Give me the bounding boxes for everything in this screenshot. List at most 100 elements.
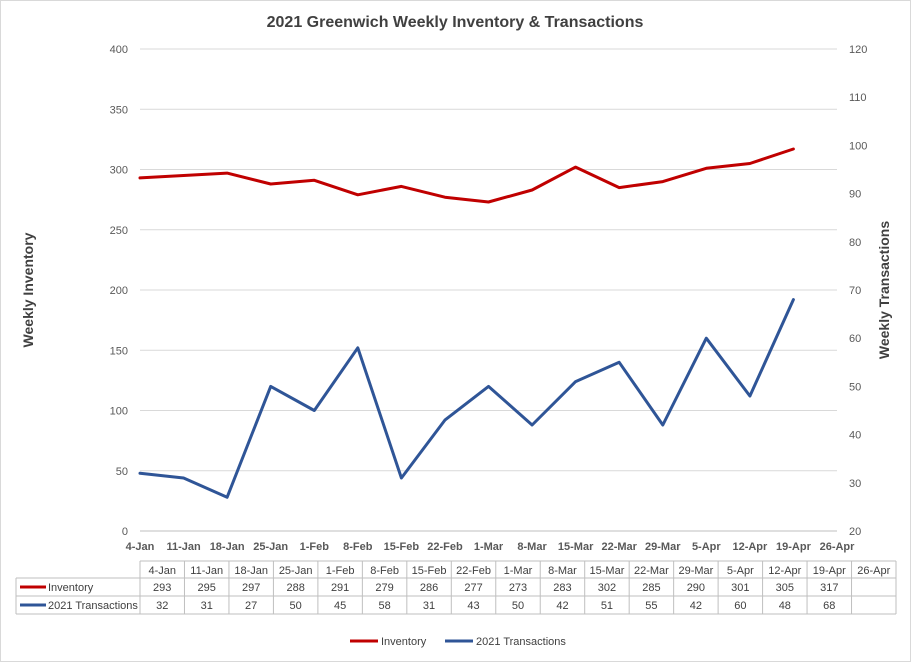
y-axis-right-label: Weekly Transactions	[876, 221, 892, 359]
table-header-cell: 22-Mar	[634, 565, 669, 577]
table-value-cell: 27	[245, 600, 257, 612]
x-axis-ticks: 4-Jan 11-Jan 18-Jan 25-Jan 1-Feb 8-Feb 15-Feb 2…	[126, 541, 856, 553]
x-tick-label: 11-Jan	[166, 541, 201, 553]
series-line-1	[138, 298, 795, 499]
table-value-cell: 60	[734, 600, 746, 612]
y-right-tick-label: 50	[849, 381, 861, 393]
table-value-cell: 290	[687, 582, 705, 594]
table-value-cell: 277	[464, 582, 482, 594]
table-value-cell: 31	[201, 600, 213, 612]
y-left-tick-label: 0	[122, 526, 128, 538]
y-left-tick-label: 250	[110, 225, 128, 237]
table-value-cell: 285	[642, 582, 660, 594]
x-tick-label: 5-Apr	[692, 541, 721, 553]
table-value-cell: 50	[290, 600, 302, 612]
x-tick-label: 26-Apr	[820, 541, 856, 553]
y-left-tick-label: 50	[116, 466, 128, 478]
table-header-cell: 29-Mar	[678, 565, 713, 577]
series-line-0	[138, 147, 795, 204]
y-right-tick-label: 100	[849, 140, 867, 152]
table-header-cell: 11-Jan	[190, 565, 223, 577]
y-right-tick-label: 40	[849, 430, 861, 442]
x-tick-label: 22-Mar	[601, 541, 637, 553]
table-value-cell: 50	[512, 600, 524, 612]
x-tick-label: 22-Feb	[427, 541, 463, 553]
x-tick-label: 4-Jan	[126, 541, 155, 553]
table-header-cell: 4-Jan	[148, 565, 176, 577]
chart-title: 2021 Greenwich Weekly Inventory & Transa…	[267, 14, 644, 31]
table-value-cell: 51	[601, 600, 613, 612]
table-value-cell: 302	[598, 582, 616, 594]
table-row-label: Inventory	[48, 582, 94, 594]
table-value-cell: 48	[779, 600, 791, 612]
legend-label: Inventory	[381, 636, 427, 648]
legend-label: 2021 Transactions	[476, 636, 566, 648]
table-value-cell: 297	[242, 582, 260, 594]
gridlines	[140, 48, 837, 532]
table-value-cell: 295	[198, 582, 216, 594]
table-value-cell: 288	[286, 582, 304, 594]
table-value-cell: 43	[467, 600, 479, 612]
y-axis-right-ticks: 20 30 40 50 60 70 80 90 100 110 120	[849, 44, 867, 538]
x-tick-label: 8-Feb	[343, 541, 373, 553]
legend: Inventory 2021 Transactions	[350, 636, 566, 648]
y-right-tick-label: 110	[849, 92, 867, 104]
table-value-cell: 317	[820, 582, 838, 594]
y-left-tick-label: 100	[110, 406, 128, 418]
table-value-cell: 42	[690, 600, 702, 612]
table-value-cell: 55	[645, 600, 657, 612]
table-value-cell: 291	[331, 582, 349, 594]
table-header-cell: 18-Jan	[234, 565, 268, 577]
table-value-cell: 301	[731, 582, 749, 594]
table-value-cell: 68	[823, 600, 835, 612]
y-right-tick-label: 30	[849, 478, 861, 490]
table-value-cell: 293	[153, 582, 171, 594]
y-right-tick-label: 60	[849, 333, 861, 345]
table-header-cell: 15-Mar	[590, 565, 625, 577]
y-left-tick-label: 350	[110, 104, 128, 116]
table-header-cell: 8-Mar	[548, 565, 577, 577]
table-header-cell: 8-Feb	[370, 565, 399, 577]
table-header-cell: 12-Apr	[768, 565, 801, 577]
table-value-cell: 305	[776, 582, 794, 594]
y-left-tick-label: 200	[110, 285, 128, 297]
table-value-cell: 273	[509, 582, 527, 594]
x-tick-label: 8-Mar	[517, 541, 547, 553]
data-table: 4-Jan 11-Jan 18-Jan 25-Jan 1-Feb 8-Feb 15-Feb 2…	[15, 560, 897, 615]
table-value-cell: 31	[423, 600, 435, 612]
y-left-tick-label: 400	[110, 44, 128, 56]
table-header-cell: 1-Mar	[504, 565, 533, 577]
x-tick-label: 19-Apr	[776, 541, 812, 553]
table-header-cell: 19-Apr	[813, 565, 846, 577]
x-tick-label: 15-Mar	[558, 541, 594, 553]
table-header-cell: 26-Apr	[857, 565, 890, 577]
y-right-tick-label: 80	[849, 237, 861, 249]
table-value-cell: 45	[334, 600, 346, 612]
table-header-cell: 1-Feb	[326, 565, 355, 577]
x-tick-label: 1-Feb	[300, 541, 330, 553]
table-value-cell: 58	[378, 600, 390, 612]
y-axis-left-ticks: 0 50 100 150 200 250 300 350 400	[110, 44, 128, 538]
y-right-tick-label: 120	[849, 44, 867, 56]
y-left-tick-label: 300	[110, 165, 128, 177]
table-row-label: 2021 Transactions	[48, 600, 138, 612]
x-tick-label: 15-Feb	[384, 541, 420, 553]
x-tick-label: 1-Mar	[474, 541, 504, 553]
table-header-cell: 25-Jan	[279, 565, 313, 577]
y-axis-left-label: Weekly Inventory	[20, 232, 36, 347]
table-header-cell: 22-Feb	[456, 565, 491, 577]
table-value-cell: 42	[556, 600, 568, 612]
table-value-cell: 283	[553, 582, 571, 594]
table-header-cell: 5-Apr	[727, 565, 754, 577]
table-value-cell: 279	[375, 582, 393, 594]
table-header-cell: 15-Feb	[412, 565, 447, 577]
y-left-tick-label: 150	[110, 345, 128, 357]
x-tick-label: 25-Jan	[253, 541, 288, 553]
series-lines	[138, 147, 795, 499]
y-right-tick-label: 70	[849, 285, 861, 297]
table-value-cell: 32	[156, 600, 168, 612]
x-tick-label: 18-Jan	[210, 541, 245, 553]
x-tick-label: 29-Mar	[645, 541, 681, 553]
y-right-tick-label: 90	[849, 189, 861, 201]
